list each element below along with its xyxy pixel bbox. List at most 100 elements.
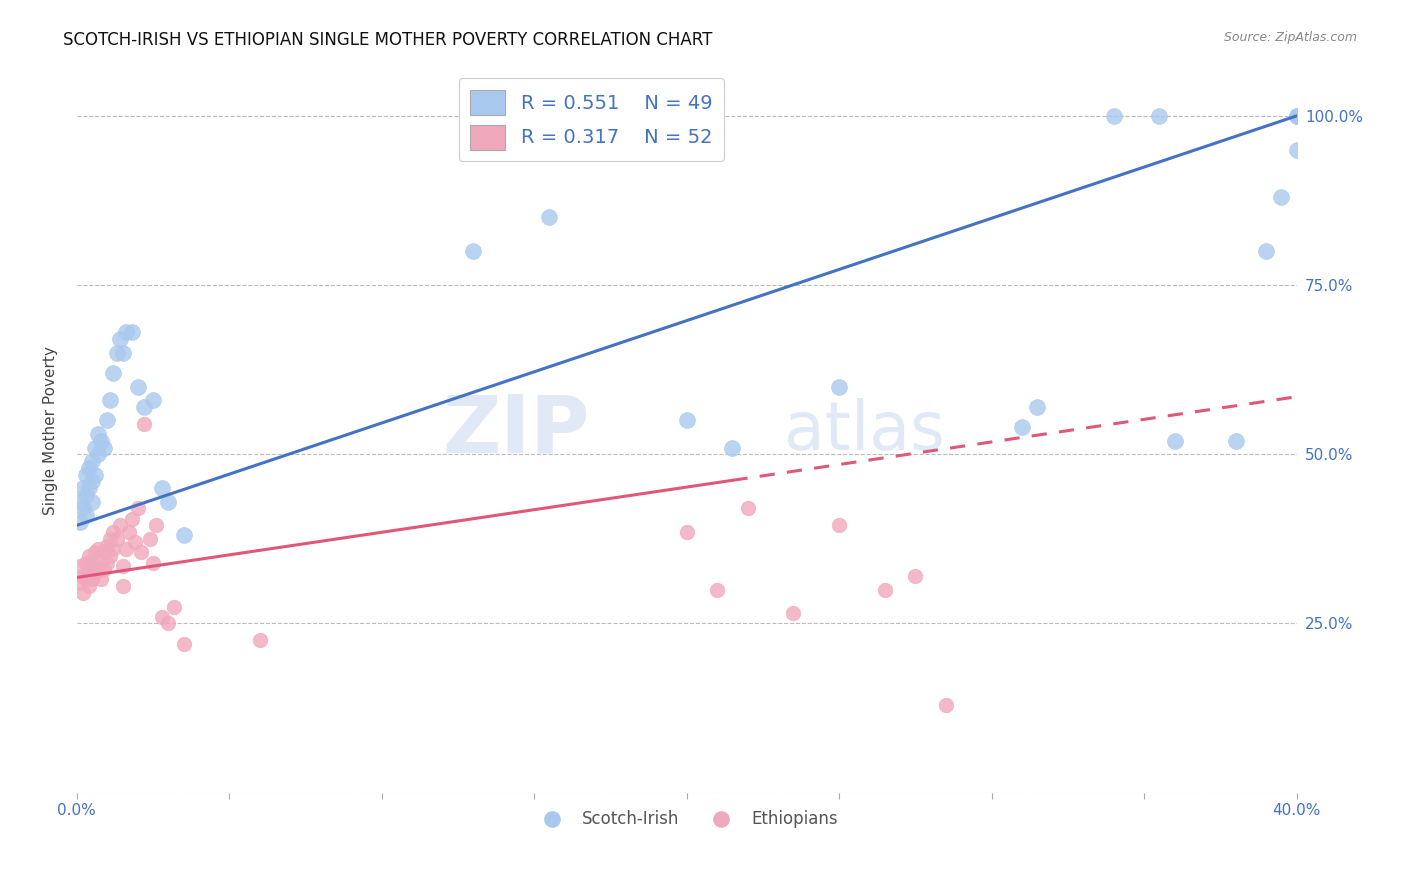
Point [721, 441, 744, 455]
Text: ZIP: ZIP [441, 392, 589, 469]
Point [87, 427, 110, 442]
Point [105, 532, 128, 546]
Point [873, 582, 896, 597]
Point [77, 481, 100, 495]
Point [157, 494, 180, 508]
Point [1285, 109, 1308, 123]
Point [69, 515, 91, 529]
Point [142, 393, 165, 408]
Point [82, 454, 104, 468]
Point [87, 562, 110, 576]
Point [111, 579, 134, 593]
Point [1285, 143, 1308, 157]
Text: atlas: atlas [785, 398, 945, 464]
Point [82, 494, 104, 508]
Point [90, 556, 112, 570]
Point [142, 556, 165, 570]
Point [87, 541, 110, 556]
Point [87, 447, 110, 461]
Point [121, 326, 143, 340]
Point [72, 569, 94, 583]
Point [100, 549, 122, 563]
Point [69, 575, 91, 590]
Point [1270, 190, 1292, 204]
Point [111, 558, 134, 573]
Point [82, 556, 104, 570]
Point [706, 582, 728, 597]
Point [96, 413, 118, 427]
Point [84, 545, 107, 559]
Point [173, 528, 195, 542]
Point [77, 579, 100, 593]
Point [90, 434, 112, 448]
Point [463, 244, 485, 259]
Point [1285, 109, 1308, 123]
Point [129, 545, 152, 559]
Point [538, 211, 561, 225]
Point [1026, 400, 1049, 414]
Point [75, 573, 97, 587]
Point [84, 441, 107, 455]
Point [72, 586, 94, 600]
Point [100, 532, 122, 546]
Point [69, 494, 91, 508]
Point [103, 541, 125, 556]
Point [82, 573, 104, 587]
Point [96, 556, 118, 570]
Point [103, 525, 125, 540]
Point [121, 511, 143, 525]
Point [1149, 109, 1171, 123]
Point [108, 518, 131, 533]
Y-axis label: Single Mother Poverty: Single Mother Poverty [44, 346, 58, 515]
Legend: Scotch-Irish, Ethiopians: Scotch-Irish, Ethiopians [529, 804, 845, 835]
Point [1285, 109, 1308, 123]
Point [124, 535, 146, 549]
Point [132, 400, 155, 414]
Point [127, 379, 149, 393]
Point [114, 541, 136, 556]
Point [1102, 109, 1125, 123]
Point [782, 607, 804, 621]
Point [84, 566, 107, 580]
Point [675, 525, 697, 540]
Point [1254, 244, 1277, 259]
Point [77, 549, 100, 563]
Point [93, 441, 115, 455]
Point [72, 501, 94, 516]
Point [114, 326, 136, 340]
Point [75, 488, 97, 502]
Point [93, 545, 115, 559]
Point [105, 345, 128, 359]
Point [935, 698, 957, 712]
Point [96, 539, 118, 553]
Point [139, 532, 162, 546]
Point [1011, 420, 1033, 434]
Point [675, 413, 697, 427]
Point [904, 569, 927, 583]
Point [828, 379, 851, 393]
Point [77, 562, 100, 576]
Text: Source: ZipAtlas.com: Source: ZipAtlas.com [1223, 31, 1357, 45]
Point [157, 616, 180, 631]
Point [145, 518, 167, 533]
Point [72, 481, 94, 495]
Point [108, 332, 131, 346]
Point [111, 345, 134, 359]
Point [75, 556, 97, 570]
Point [127, 501, 149, 516]
Point [132, 417, 155, 431]
Point [150, 609, 173, 624]
Point [737, 501, 759, 516]
Point [75, 467, 97, 482]
Point [249, 633, 271, 648]
Point [118, 525, 141, 540]
Point [69, 558, 91, 573]
Point [84, 467, 107, 482]
Point [828, 518, 851, 533]
Point [93, 562, 115, 576]
Point [103, 366, 125, 380]
Point [1225, 434, 1247, 448]
Point [75, 508, 97, 523]
Point [163, 599, 186, 614]
Point [100, 393, 122, 408]
